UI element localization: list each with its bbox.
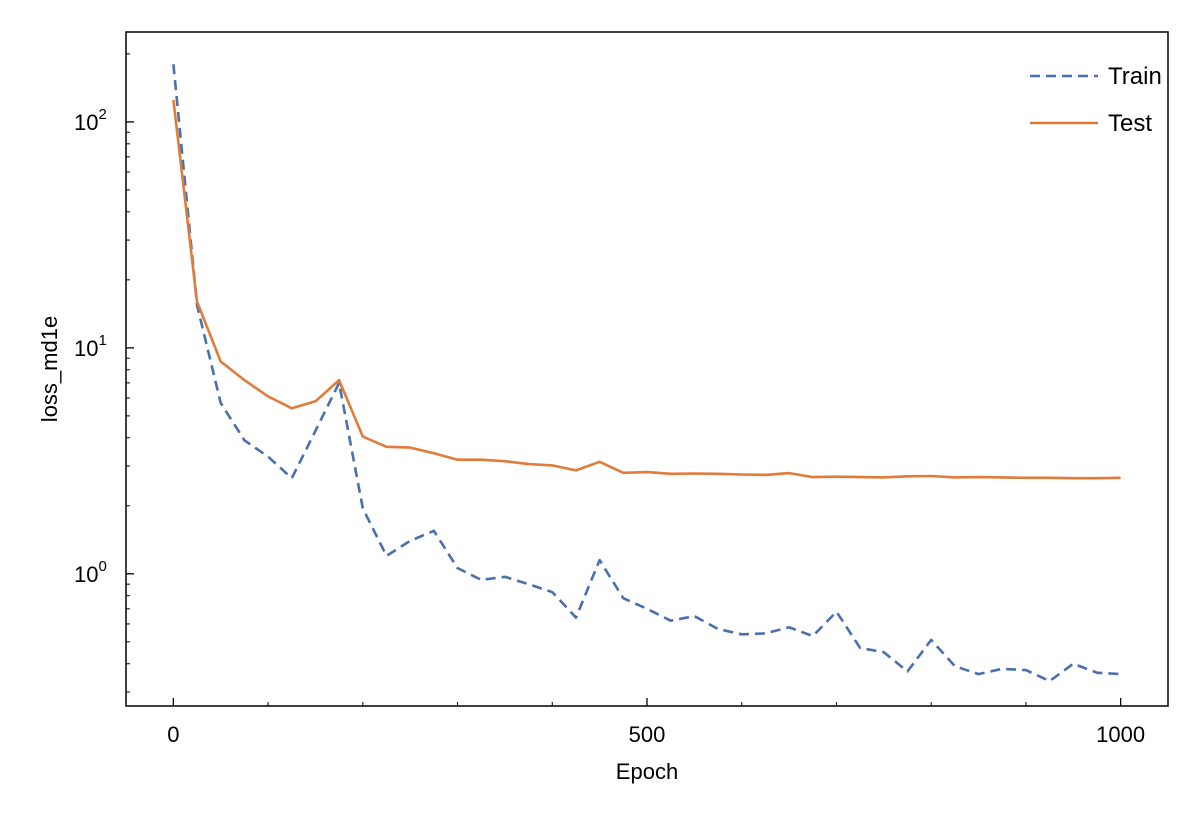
x-tick-label: 500 [629, 722, 666, 747]
series-layer [172, 64, 1121, 683]
x-axis-title: Epoch [616, 759, 678, 784]
y-tick-label: 101 [74, 332, 107, 361]
ticks-layer: 0 500 1000 100 101 102 [74, 53, 1145, 747]
series-line-test [172, 99, 1121, 480]
x-tick-label: 0 [167, 722, 179, 747]
plot-frame [125, 31, 1169, 707]
series-line-train [172, 64, 1121, 683]
y-tick-label: 102 [74, 106, 107, 135]
legend: Train Test [1030, 63, 1162, 137]
legend-label-train: Train [1108, 63, 1162, 90]
y-tick-label: 100 [74, 558, 107, 587]
x-tick-label: 1000 [1096, 722, 1145, 747]
y-axis-title: loss_md1e [37, 316, 62, 422]
legend-label-test: Test [1108, 110, 1152, 137]
